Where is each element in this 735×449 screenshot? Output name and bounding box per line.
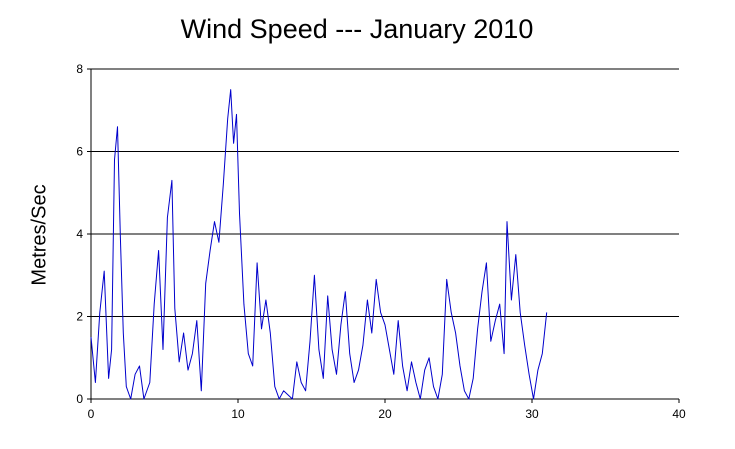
x-tick-label: 40: [672, 407, 686, 421]
y-tick-label: 2: [76, 310, 83, 324]
y-tick-label: 4: [76, 227, 83, 241]
axes: [87, 68, 680, 403]
series-group: [90, 89, 548, 400]
tick-labels: 0 2 4 6 8 0 10 20 30 40: [76, 62, 686, 421]
x-tick-label: 10: [231, 407, 245, 421]
x-tick-label: 0: [88, 407, 95, 421]
grid-lines: [91, 68, 679, 317]
series-line-wind-speed: [90, 89, 548, 400]
y-tick-label: 0: [76, 392, 83, 406]
chart-title: Wind Speed --- January 2010: [180, 14, 534, 44]
x-tick-label: 30: [525, 407, 539, 421]
y-tick-label: 8: [76, 62, 83, 76]
x-tick-label: 20: [378, 407, 392, 421]
y-tick-label: 6: [76, 145, 83, 159]
